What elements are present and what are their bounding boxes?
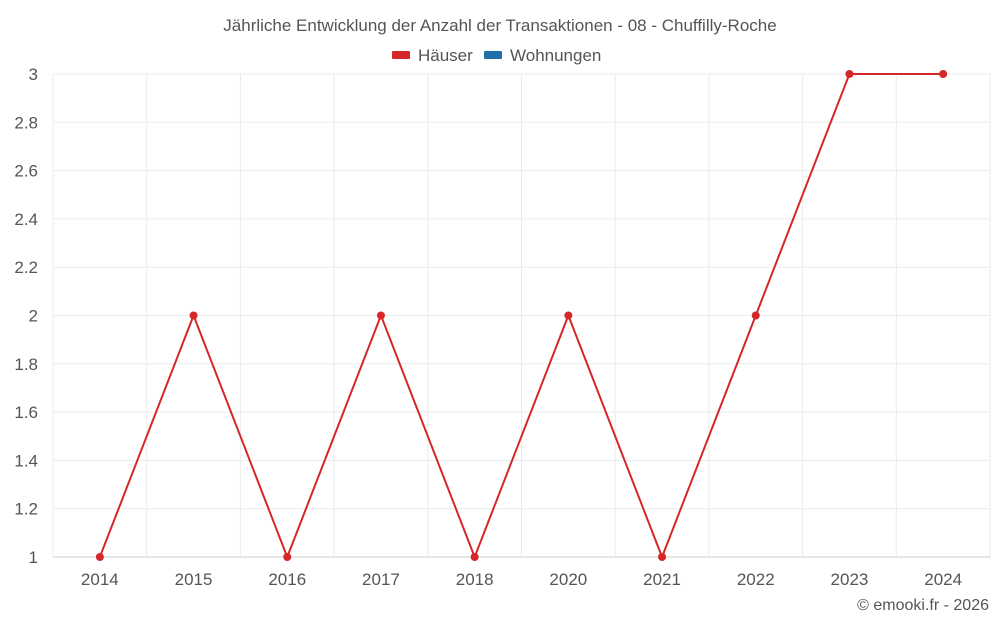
y-tick-label: 2	[29, 307, 38, 326]
data-point[interactable]	[283, 553, 292, 561]
y-tick-label: 1.8	[14, 355, 38, 374]
x-tick-label: 2016	[268, 570, 306, 589]
legend-swatch-wohnungen	[484, 51, 502, 59]
legend-swatch-haeuser	[392, 51, 410, 59]
x-tick-label: 2024	[924, 570, 962, 589]
legend: Häuser Wohnungen	[392, 46, 601, 65]
y-tick-label: 2.6	[14, 162, 38, 181]
data-point[interactable]	[845, 70, 854, 78]
y-tick-label: 1	[29, 548, 38, 567]
y-tick-label: 1.4	[14, 451, 38, 470]
grid	[52, 73, 991, 558]
x-tick-label: 2014	[81, 570, 119, 589]
x-tick-label: 2022	[737, 570, 775, 589]
data-point[interactable]	[939, 70, 948, 78]
y-axis: 1 1.2 1.4 1.6 1.8 2 2.2 2.4 2.6 2.8 3	[14, 65, 38, 567]
y-tick-label: 1.6	[14, 403, 38, 422]
data-point[interactable]	[658, 553, 667, 561]
data-point[interactable]	[189, 311, 198, 320]
y-tick-label: 3	[29, 65, 38, 84]
y-tick-label: 2.2	[14, 258, 38, 277]
x-tick-label: 2023	[831, 570, 869, 589]
y-tick-label: 2.4	[14, 210, 38, 229]
chart-title: Jährliche Entwicklung der Anzahl der Tra…	[223, 16, 776, 35]
data-point[interactable]	[751, 311, 760, 320]
x-tick-label: 2015	[175, 570, 213, 589]
data-point[interactable]	[564, 311, 573, 320]
x-tick-label: 2020	[549, 570, 587, 589]
x-axis: 2014 2015 2016 2017 2018 2020 2021 2022 2023 2024	[53, 556, 990, 589]
series-line	[98, 73, 944, 558]
data-point[interactable]	[376, 311, 385, 320]
y-tick-label: 2.8	[14, 113, 38, 132]
credit-text: © emooki.fr - 2026	[857, 597, 989, 614]
legend-label-wohnungen: Wohnungen	[510, 46, 601, 65]
legend-item-wohnungen[interactable]: Wohnungen	[484, 46, 601, 65]
x-tick-label: 2017	[362, 570, 400, 589]
data-point[interactable]	[470, 553, 479, 561]
legend-label-haeuser: Häuser	[418, 46, 473, 65]
x-tick-label: 2021	[643, 570, 681, 589]
series-layer	[95, 70, 948, 561]
x-tick-label: 2018	[456, 570, 494, 589]
y-tick-label: 1.2	[14, 500, 38, 519]
legend-item-haeuser[interactable]: Häuser	[392, 46, 473, 65]
data-point[interactable]	[95, 553, 104, 561]
